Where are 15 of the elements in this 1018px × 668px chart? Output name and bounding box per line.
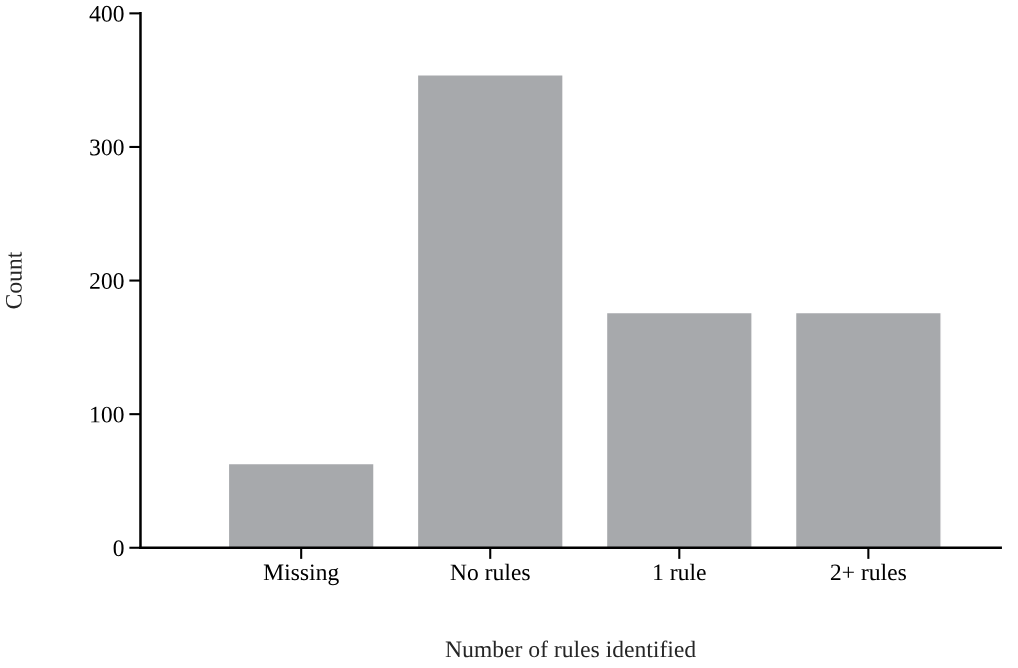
x-tick-label: 1 rule [654, 563, 706, 581]
x-axis-title: Number of rules identified [445, 640, 696, 658]
y-axis-title: Count [5, 251, 22, 309]
x-tick-label: 2+ rules [830, 563, 906, 581]
y-tick-label: 300 [90, 139, 124, 156]
bar [605, 311, 753, 548]
y-tick-label: 0 [113, 540, 124, 557]
bar [227, 462, 375, 548]
y-tick-label: 100 [91, 406, 124, 423]
y-tick-label: 400 [89, 5, 124, 22]
x-tick-label: Missing [263, 564, 339, 586]
bar [416, 74, 564, 548]
x-tick-label: No rules [450, 563, 530, 581]
y-tick-label: 200 [90, 273, 124, 289]
bar [794, 311, 942, 548]
